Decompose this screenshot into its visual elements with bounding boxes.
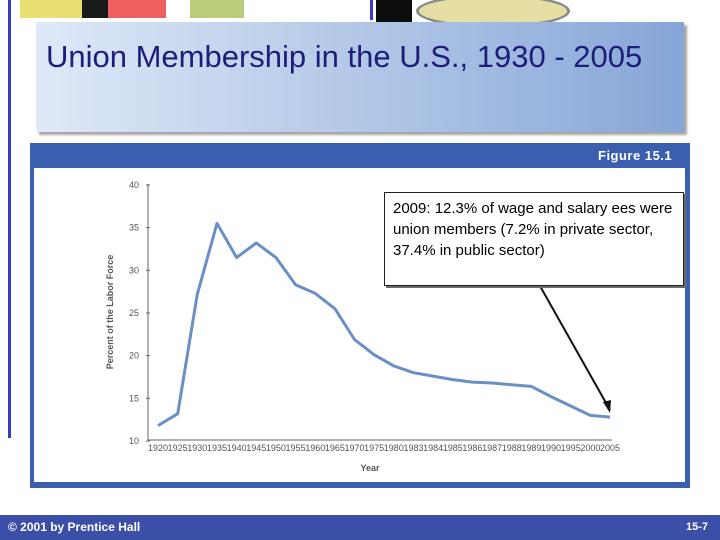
x-tick-label: 1930 xyxy=(187,443,207,453)
y-tick-label: 25 xyxy=(129,308,139,318)
x-tick-label: 1970 xyxy=(345,443,365,453)
x-tick-label: 1995 xyxy=(561,443,581,453)
x-tick-label: 1965 xyxy=(325,443,345,453)
page-number: 15-7 xyxy=(685,521,708,533)
slide-title: Union Membership in the U.S., 1930 - 200… xyxy=(46,39,643,74)
x-tick-label: 1955 xyxy=(286,443,306,453)
y-tick-labels: 10 15 20 25 30 35 40 xyxy=(129,180,150,446)
x-tick-label: 1989 xyxy=(521,443,541,453)
y-tick-label: 35 xyxy=(129,223,139,233)
footer-bar xyxy=(0,515,720,540)
x-tick-label: 2000 xyxy=(580,443,600,453)
x-tick-label: 1940 xyxy=(227,443,247,453)
series-group xyxy=(157,221,611,427)
x-tick-label: 1950 xyxy=(266,443,286,453)
x-tick-label: 1945 xyxy=(246,443,266,453)
x-tick-labels: 1920 1925 1930 1935 1940 1945 1950 1955 1960 1965… xyxy=(148,443,620,453)
decor-vertical-line-mid xyxy=(370,0,373,20)
decor-block-yellow xyxy=(20,0,82,18)
x-tick-label: 1960 xyxy=(305,443,325,453)
x-axis-title: Year xyxy=(360,463,380,473)
x-tick-label: 2005 xyxy=(600,443,620,453)
y-tick-label: 20 xyxy=(129,351,139,361)
x-tick-label: 1987 xyxy=(482,443,502,453)
decor-block-green xyxy=(190,0,244,18)
x-tick-label: 1984 xyxy=(423,443,443,453)
x-tick-label: 1986 xyxy=(462,443,482,453)
decor-vertical-line-left xyxy=(8,0,11,438)
x-tick-label: 1985 xyxy=(443,443,463,453)
y-tick-label: 15 xyxy=(129,393,139,403)
series-line xyxy=(157,221,611,427)
title-box xyxy=(36,22,684,132)
callout-arrowhead xyxy=(603,400,611,413)
decor-block-black xyxy=(376,0,412,22)
callout-arrow xyxy=(539,285,611,411)
y-tick-label: 30 xyxy=(129,265,139,275)
x-tick-label: 1980 xyxy=(384,443,404,453)
decor-block-red xyxy=(108,0,166,18)
x-tick-label: 1990 xyxy=(541,443,561,453)
x-tick-label: 1983 xyxy=(403,443,423,453)
chart-axes xyxy=(147,184,612,441)
x-tick-label: 1920 xyxy=(148,443,168,453)
x-tick-label: 1925 xyxy=(168,443,188,453)
y-axis-title: Percent of the Labor Force xyxy=(105,255,115,370)
copyright-text: © 2001 by Prentice Hall xyxy=(8,520,141,534)
y-tick-label: 40 xyxy=(129,180,139,190)
x-tick-label: 1988 xyxy=(502,443,522,453)
x-tick-label: 1975 xyxy=(364,443,384,453)
callout-note: 2009: 12.3% of wage and salary ees were … xyxy=(384,192,684,286)
y-tick-label: 10 xyxy=(129,436,139,446)
figure-label: Figure 15.1 xyxy=(598,148,673,163)
x-tick-label: 1935 xyxy=(207,443,227,453)
